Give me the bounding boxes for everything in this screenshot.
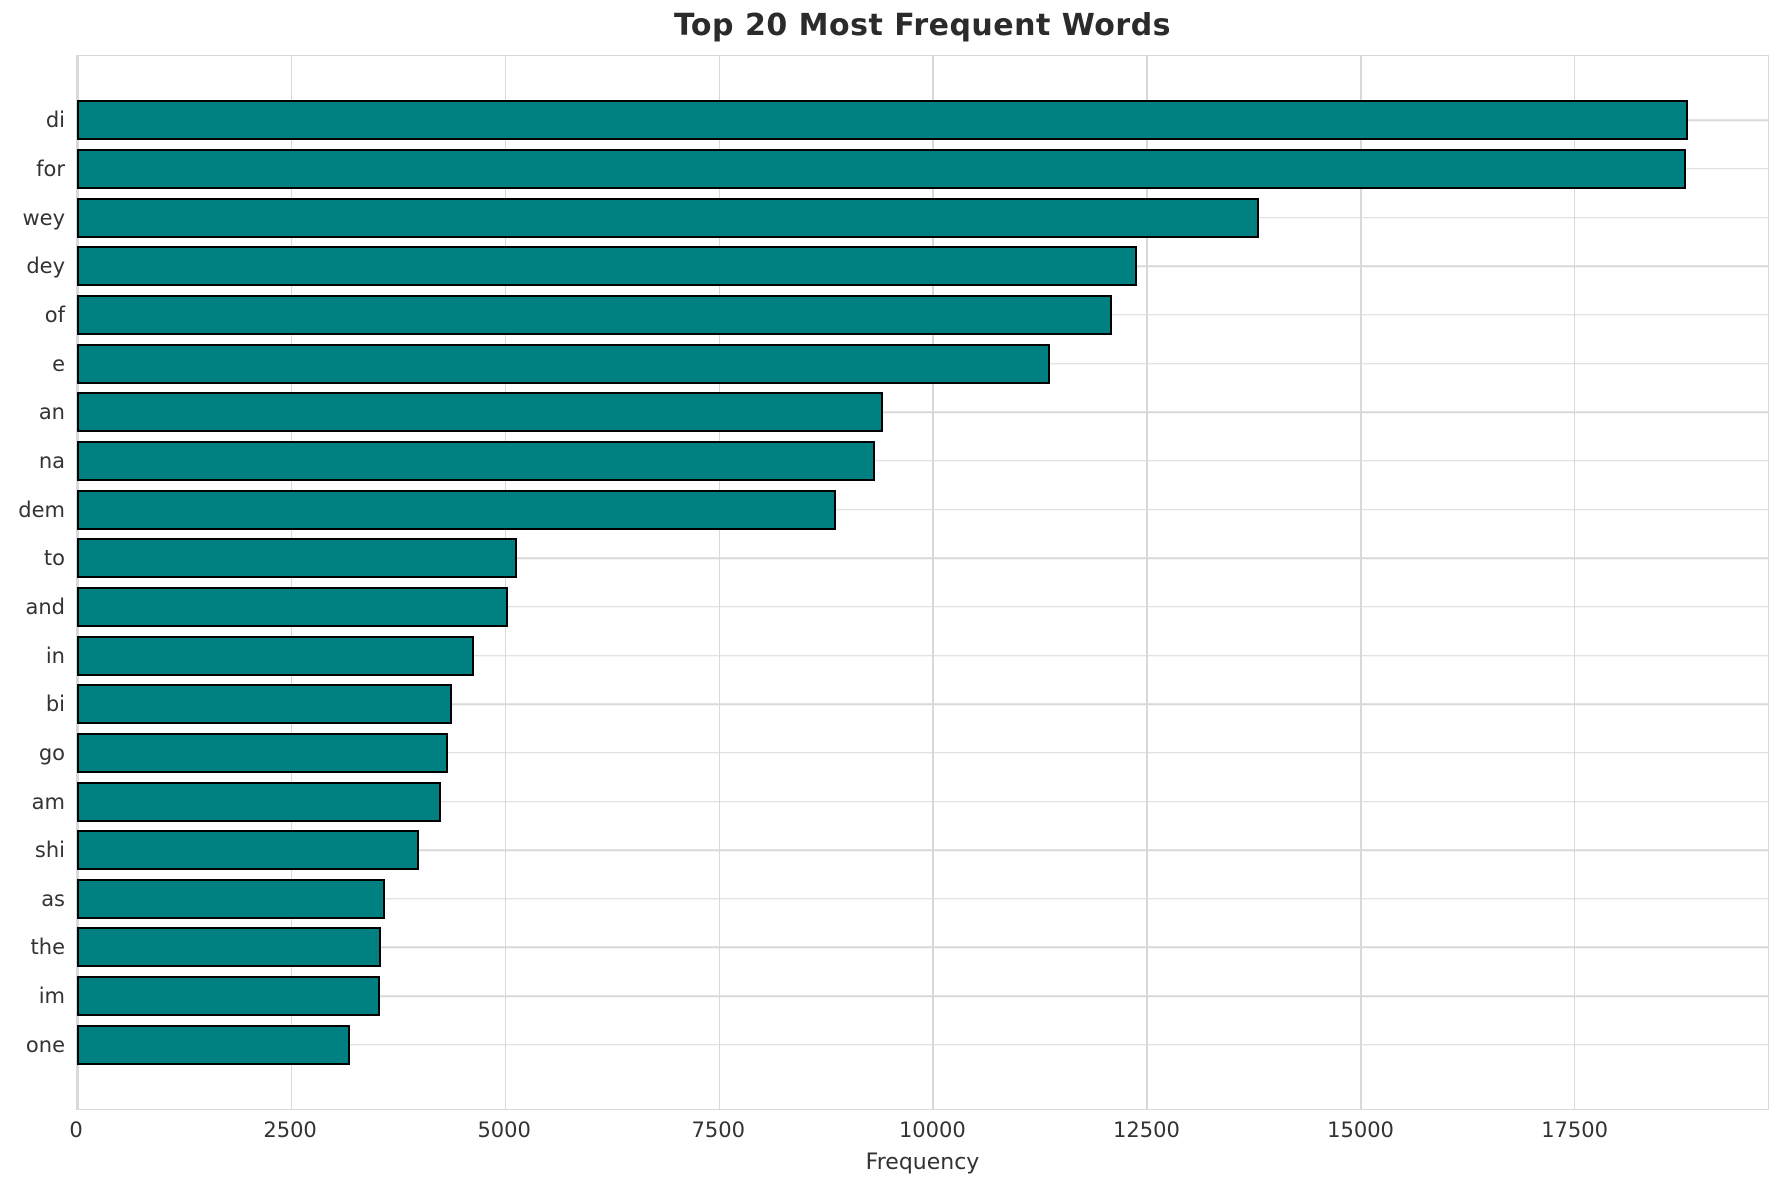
vertical-gridline <box>932 56 934 1109</box>
category-label: dey <box>26 254 65 279</box>
category-label: im <box>38 984 65 1009</box>
frequency-bar <box>77 246 1137 287</box>
bar-row: bi <box>46 680 1768 729</box>
horizontal-gridline <box>77 752 1768 754</box>
bar-row: the <box>31 923 1768 972</box>
category-label: of <box>44 302 65 327</box>
x-tick-label: 10000 <box>898 1118 966 1142</box>
horizontal-gridline <box>77 703 1768 705</box>
vertical-gridline <box>1573 56 1576 1109</box>
vertical-gridline <box>1360 56 1362 1109</box>
category-label: and <box>25 594 65 619</box>
bar-row: as <box>41 875 1768 924</box>
horizontal-gridline <box>77 995 1768 997</box>
horizontal-gridline <box>77 800 1768 803</box>
vertical-gridline <box>504 56 507 1109</box>
frequency-bar <box>77 294 1112 335</box>
bar-row: wey <box>22 193 1768 242</box>
category-label: in <box>45 643 65 668</box>
category-label: as <box>41 886 65 911</box>
x-tick-label: 0 <box>69 1118 83 1142</box>
frequency-bar <box>77 976 380 1017</box>
x-tick-label: 2500 <box>263 1118 317 1142</box>
bar-rows: di for wey dey of e an na dem <box>18 56 1768 1109</box>
horizontal-gridline <box>77 849 1768 851</box>
frequency-bar <box>77 635 474 676</box>
frequency-bar <box>77 538 517 579</box>
frequency-bar <box>77 489 836 530</box>
horizontal-gridline <box>77 654 1768 657</box>
frequency-bar <box>77 197 1260 238</box>
x-axis-ticks: 0 2500 5000 7500 10000 12500 15000 17500 <box>69 1118 1769 1146</box>
frequency-bar <box>77 392 883 433</box>
bar-row: e <box>52 339 1768 388</box>
bar-row: am <box>32 777 1768 826</box>
bar-row: in <box>46 631 1768 680</box>
horizontal-gridline <box>77 946 1768 949</box>
frequency-bar <box>77 927 382 968</box>
category-label: di <box>45 108 65 133</box>
frequency-bar <box>77 684 452 725</box>
horizontal-gridline <box>77 1044 1768 1046</box>
horizontal-gridline <box>77 898 1768 900</box>
frequency-bar <box>77 1024 350 1065</box>
bar-row: and <box>25 583 1768 632</box>
horizontal-gridline <box>77 557 1768 559</box>
category-label: go <box>38 740 65 765</box>
x-axis-label: Frequency <box>865 1150 980 1175</box>
frequency-bar <box>77 830 420 871</box>
vertical-gridline <box>290 56 293 1109</box>
category-label: one <box>25 1032 65 1057</box>
bar-row: na <box>39 437 1768 486</box>
horizontal-gridline <box>77 606 1768 608</box>
horizontal-gridline <box>77 460 1768 462</box>
category-label: to <box>43 546 65 571</box>
vertical-gridline <box>718 56 720 1109</box>
frequency-bar <box>77 781 441 822</box>
frequency-bar <box>77 878 385 919</box>
category-label: wey <box>22 205 65 230</box>
bar-row: di <box>46 96 1768 145</box>
frequency-bar <box>77 343 1050 384</box>
bar-row: dem <box>18 485 1768 534</box>
bar-row: shi <box>35 826 1768 875</box>
x-tick-label: 5000 <box>477 1118 531 1142</box>
bar-row: one <box>26 1020 1768 1069</box>
plot-area: di for wey dey of e an na dem <box>18 55 1769 1110</box>
x-tick-label: 17500 <box>1541 1118 1608 1142</box>
bar-row: to <box>44 534 1768 583</box>
bar-row: im <box>39 972 1768 1021</box>
frequency-bar <box>77 586 509 627</box>
category-label: for <box>36 156 65 181</box>
chart-title: Top 20 Most Frequent Words <box>673 8 1172 43</box>
category-label: an <box>38 400 65 425</box>
frequency-bar <box>77 440 876 481</box>
vertical-gridline <box>1146 56 1148 1109</box>
frequency-bar <box>77 100 1688 141</box>
bar-row: go <box>39 729 1768 778</box>
vertical-gridline <box>77 56 79 1109</box>
category-label: bi <box>45 692 65 717</box>
category-label: am <box>31 789 65 814</box>
bar-row: for <box>36 145 1768 194</box>
frequency-bar <box>77 148 1686 189</box>
x-tick-label: 15000 <box>1327 1118 1394 1142</box>
category-label: the <box>30 935 65 960</box>
x-tick-label: 12500 <box>1113 1118 1180 1142</box>
x-tick-label: 7500 <box>691 1118 745 1142</box>
category-label: dem <box>18 497 65 522</box>
horizontal-gridline <box>77 508 1768 511</box>
bar-row: of <box>45 291 1768 340</box>
bar-row: dey <box>26 242 1768 291</box>
bar-row: an <box>39 388 1768 437</box>
category-label: shi <box>34 838 65 863</box>
horizontal-gridline <box>77 411 1768 414</box>
category-label: na <box>38 448 65 473</box>
category-label: e <box>52 351 65 376</box>
frequency-bar <box>77 732 449 773</box>
